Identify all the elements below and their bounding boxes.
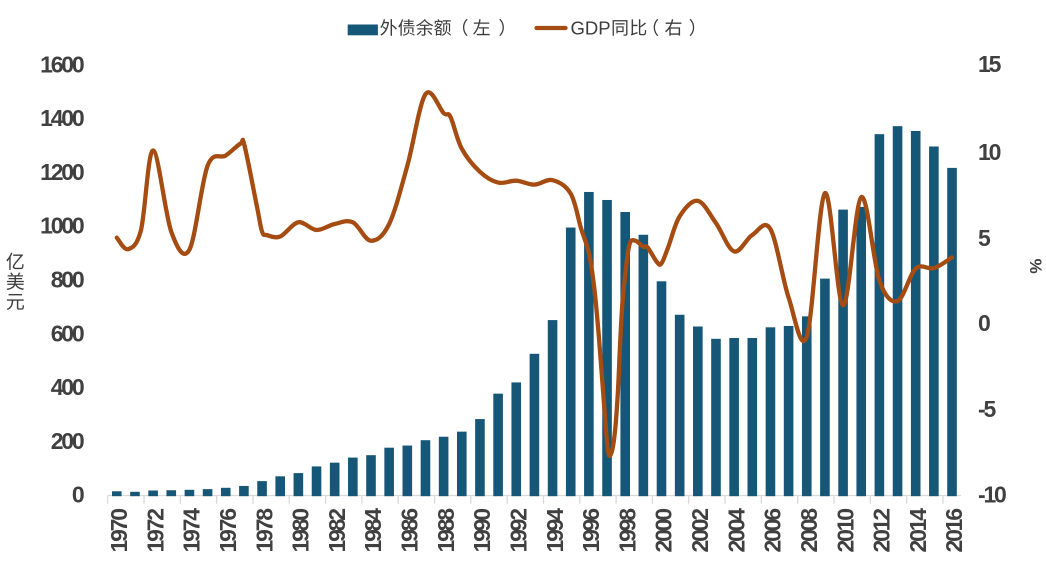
svg-text:1980: 1980 [288, 509, 314, 553]
svg-text:1972: 1972 [142, 509, 168, 553]
svg-text:1996: 1996 [578, 509, 604, 553]
svg-text:1974: 1974 [179, 508, 205, 553]
svg-text:400: 400 [51, 374, 84, 400]
svg-text:800: 800 [51, 267, 84, 293]
svg-text:2012: 2012 [869, 509, 895, 553]
svg-text:15: 15 [978, 51, 1002, 77]
svg-text:2016: 2016 [941, 509, 967, 553]
svg-text:1984: 1984 [360, 508, 386, 553]
svg-text:-5: -5 [978, 396, 996, 422]
svg-text:200: 200 [51, 428, 84, 454]
svg-text:1970: 1970 [106, 509, 132, 553]
svg-text:600: 600 [51, 320, 84, 346]
svg-text:2000: 2000 [651, 509, 677, 553]
svg-text:10: 10 [978, 139, 1001, 165]
svg-text:2008: 2008 [796, 508, 822, 553]
svg-text:%: % [1026, 259, 1045, 274]
svg-text:1994: 1994 [542, 508, 568, 553]
svg-text:2004: 2004 [723, 508, 749, 553]
svg-text:1976: 1976 [215, 509, 241, 553]
svg-text:-10: -10 [978, 482, 1006, 508]
svg-text:1600: 1600 [40, 51, 84, 77]
svg-text:2006: 2006 [760, 509, 786, 553]
svg-text:2014: 2014 [905, 508, 931, 553]
svg-text:1990: 1990 [469, 509, 495, 553]
svg-text:1978: 1978 [251, 508, 277, 553]
svg-text:1998: 1998 [614, 508, 640, 553]
svg-text:1988: 1988 [433, 508, 459, 553]
svg-text:1992: 1992 [505, 509, 531, 553]
svg-text:GDP: GDP [571, 18, 611, 39]
svg-text:0: 0 [72, 482, 84, 508]
svg-text:2010: 2010 [832, 509, 858, 553]
svg-text:0: 0 [978, 310, 990, 336]
svg-text:1982: 1982 [324, 509, 350, 553]
svg-text:1986: 1986 [397, 509, 423, 553]
svg-text:2002: 2002 [687, 509, 713, 553]
svg-text:1000: 1000 [40, 213, 84, 239]
svg-text:1200: 1200 [40, 159, 84, 185]
svg-text:1400: 1400 [40, 105, 84, 131]
